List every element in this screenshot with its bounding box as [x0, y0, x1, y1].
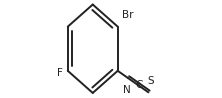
Text: N: N: [123, 85, 131, 95]
Text: C: C: [135, 80, 142, 90]
Text: F: F: [57, 68, 63, 78]
Text: Br: Br: [122, 10, 133, 20]
Text: S: S: [147, 76, 154, 86]
